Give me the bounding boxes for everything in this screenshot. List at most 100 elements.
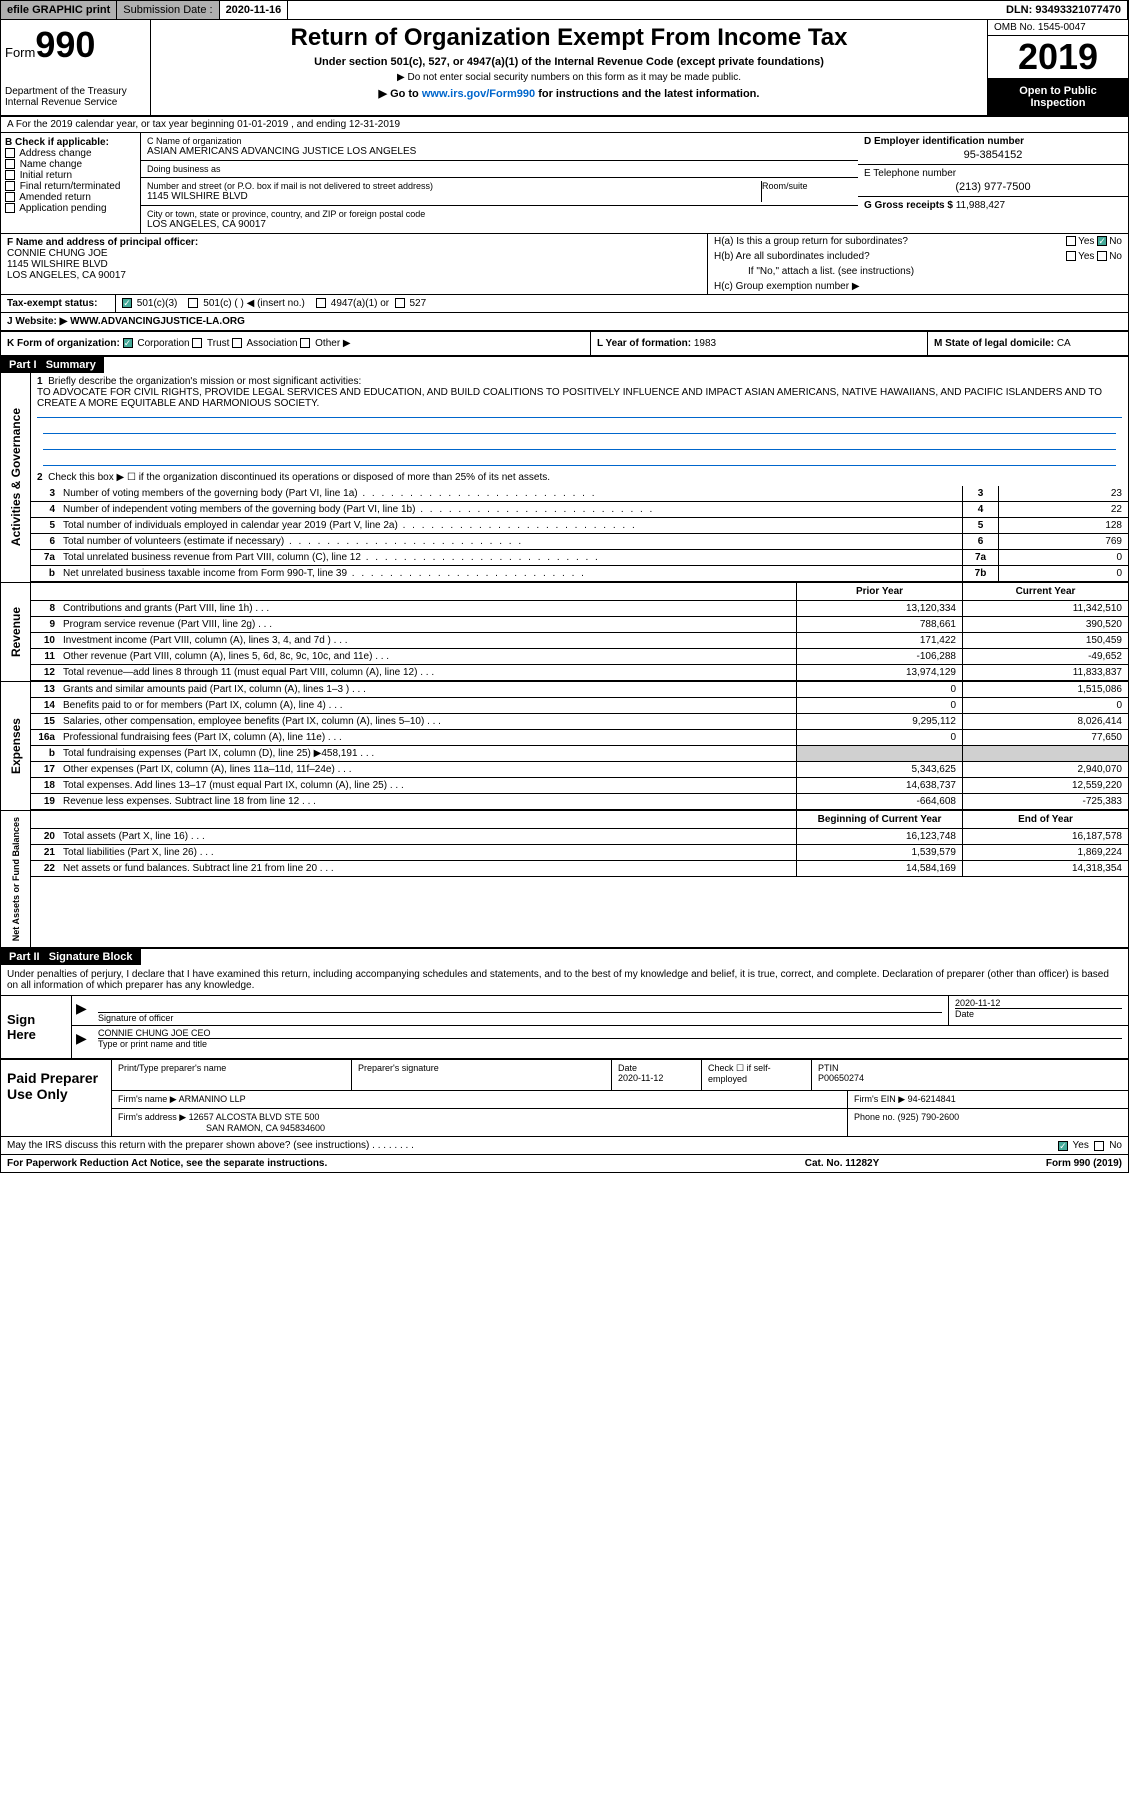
- assoc: Association: [246, 338, 297, 349]
- row-val: 769: [998, 534, 1128, 549]
- trust: Trust: [207, 338, 229, 349]
- h-c: H(c) Group exemption number ▶: [708, 279, 1128, 294]
- row-num: 16a: [31, 730, 59, 745]
- table-row: 11Other revenue (Part VIII, column (A), …: [31, 649, 1128, 665]
- part-2: Part II Signature Block Under penalties …: [1, 949, 1128, 1154]
- cat-no: Cat. No. 11282Y: [742, 1158, 942, 1169]
- sig-date: 2020-11-12: [955, 998, 1122, 1008]
- row-label: Investment income (Part VIII, column (A)…: [59, 633, 796, 648]
- 527: 527: [409, 298, 426, 309]
- row-label: Program service revenue (Part VIII, line…: [59, 617, 796, 632]
- 527-checkbox[interactable]: [395, 298, 405, 308]
- amended-return-checkbox[interactable]: [5, 192, 15, 202]
- final-return-checkbox[interactable]: [5, 181, 15, 191]
- hb-yes-checkbox[interactable]: [1066, 251, 1076, 261]
- table-row: 18Total expenses. Add lines 13–17 (must …: [31, 778, 1128, 794]
- addr-label: Number and street (or P.O. box if mail i…: [147, 181, 761, 191]
- tax-exempt-label: Tax-exempt status:: [1, 295, 116, 312]
- row-num: 18: [31, 778, 59, 793]
- prior-year-val: 5,343,625: [796, 762, 962, 777]
- table-row: 22Net assets or fund balances. Subtract …: [31, 861, 1128, 877]
- firm-name: ARMANINO LLP: [179, 1094, 246, 1104]
- form990-url[interactable]: www.irs.gov/Form990: [422, 88, 535, 100]
- prep-check: Check ☐ if self-employed: [702, 1060, 812, 1090]
- form-number: Form990: [5, 24, 146, 66]
- tax-exempt-row: Tax-exempt status: 501(c)(3) 501(c) ( ) …: [1, 295, 1128, 313]
- section-b: B Check if applicable: Address change Na…: [1, 133, 141, 233]
- tax-year: 2019: [988, 36, 1128, 79]
- line2: Check this box ▶ ☐ if the organization d…: [48, 472, 550, 483]
- table-row: 13Grants and similar amounts paid (Part …: [31, 682, 1128, 698]
- table-row: 5Total number of individuals employed in…: [31, 518, 1128, 534]
- corp-checkbox[interactable]: [123, 338, 133, 348]
- ha-yes-checkbox[interactable]: [1066, 236, 1076, 246]
- address-change-checkbox[interactable]: [5, 148, 15, 158]
- current-year-val: 150,459: [962, 633, 1128, 648]
- 4947-checkbox[interactable]: [316, 298, 326, 308]
- assoc-checkbox[interactable]: [232, 338, 242, 348]
- dba-label: Doing business as: [147, 164, 852, 174]
- sig-name: CONNIE CHUNG JOE CEO: [98, 1028, 1122, 1038]
- row-num: 5: [31, 518, 59, 533]
- row-val: 0: [998, 566, 1128, 581]
- blank1: [43, 418, 1116, 434]
- no: No: [1109, 236, 1122, 247]
- hb-no-checkbox[interactable]: [1097, 251, 1107, 261]
- no2: No: [1109, 251, 1122, 262]
- trust-checkbox[interactable]: [192, 338, 202, 348]
- discuss-no-checkbox[interactable]: [1094, 1141, 1104, 1151]
- row-a: A For the 2019 calendar year, or tax yea…: [1, 117, 1128, 133]
- prior-year-val: 1,539,579: [796, 845, 962, 860]
- row-num: 20: [31, 829, 59, 844]
- sig-officer-label: Signature of officer: [98, 1012, 942, 1023]
- row-label: Total number of individuals employed in …: [59, 518, 962, 533]
- website: WWW.ADVANCINGJUSTICE-LA.ORG: [70, 316, 245, 327]
- prep-name-label: Print/Type preparer's name: [118, 1063, 345, 1073]
- goto-post: for instructions and the latest informat…: [535, 88, 759, 100]
- vlabel-revenue: Revenue: [7, 601, 25, 663]
- table-row: 7aTotal unrelated business revenue from …: [31, 550, 1128, 566]
- current-year-val: 14,318,354: [962, 861, 1128, 876]
- prior-year-val: 788,661: [796, 617, 962, 632]
- yes2: Yes: [1078, 251, 1094, 262]
- paperwork: For Paperwork Reduction Act Notice, see …: [7, 1158, 742, 1169]
- 501c3-checkbox[interactable]: [122, 298, 132, 308]
- prep-phone-label: Phone no.: [854, 1112, 895, 1122]
- paid-preparer-label: Paid Preparer Use Only: [1, 1060, 111, 1136]
- application-pending-checkbox[interactable]: [5, 203, 15, 213]
- ha-no-checkbox[interactable]: [1097, 236, 1107, 246]
- open-to-public: Open to Public Inspection: [988, 79, 1128, 115]
- 501c-checkbox[interactable]: [188, 298, 198, 308]
- submission-date: 2020-11-16: [220, 1, 289, 19]
- form-990-page: efile GRAPHIC print Submission Date : 20…: [0, 0, 1129, 1173]
- current-year-val: 11,833,837: [962, 665, 1128, 680]
- current-year-val: 12,559,220: [962, 778, 1128, 793]
- row-num: 19: [31, 794, 59, 809]
- section-b-label: B Check if applicable:: [5, 137, 136, 148]
- row-val: 23: [998, 486, 1128, 501]
- row-num: 6: [31, 534, 59, 549]
- current-year-val: 77,650: [962, 730, 1128, 745]
- initial-return-checkbox[interactable]: [5, 170, 15, 180]
- 501c3: 501(c)(3): [137, 298, 178, 309]
- table-row: 12Total revenue—add lines 8 through 11 (…: [31, 665, 1128, 681]
- other-checkbox[interactable]: [300, 338, 310, 348]
- prep-date-label: Date: [618, 1063, 695, 1073]
- org-name: ASIAN AMERICANS ADVANCING JUSTICE LOS AN…: [147, 146, 852, 157]
- officer-label: F Name and address of principal officer:: [7, 237, 701, 248]
- row-label: Other expenses (Part IX, column (A), lin…: [59, 762, 796, 777]
- yes: Yes: [1078, 236, 1094, 247]
- row-num: 21: [31, 845, 59, 860]
- row-num: 8: [31, 601, 59, 616]
- ein-label: D Employer identification number: [864, 136, 1122, 147]
- website-label: J Website: ▶: [7, 316, 70, 327]
- efile-label[interactable]: efile GRAPHIC print: [1, 1, 117, 19]
- name-change-checkbox[interactable]: [5, 159, 15, 169]
- vlabel-governance: Activities & Governance: [7, 402, 25, 552]
- line1-label: Briefly describe the organization's miss…: [48, 376, 361, 387]
- discuss-yes-checkbox[interactable]: [1058, 1141, 1068, 1151]
- officer-addr2: LOS ANGELES, CA 90017: [7, 270, 701, 281]
- arrow-icon2: ▶: [72, 1026, 92, 1051]
- discuss-no: No: [1109, 1140, 1122, 1151]
- dln: DLN: 93493321077470: [1000, 1, 1128, 19]
